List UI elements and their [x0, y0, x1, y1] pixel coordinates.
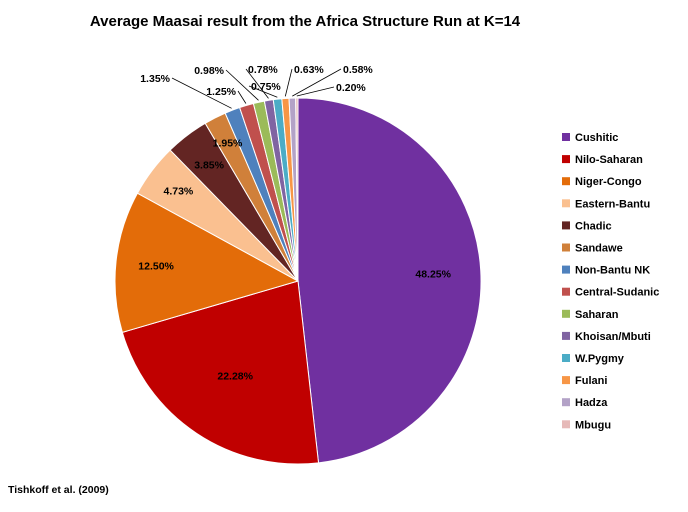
legend-swatch-fulani: [562, 376, 570, 385]
legend-swatch-saharan: [562, 309, 570, 318]
data-label-eastern-bantu: 4.73%: [164, 185, 194, 197]
legend-label-non-bantu-nk: Non-Bantu NK: [575, 265, 650, 277]
data-label-hadza: 0.58%: [343, 64, 373, 76]
legend-swatch-mbugu: [562, 420, 570, 429]
data-label-non-bantu-nk: 1.35%: [140, 73, 170, 85]
data-label-khoisan-mbuti: 0.78%: [248, 64, 278, 76]
legend-label-niger-congo: Niger-Congo: [575, 176, 642, 188]
legend-label-cushitic: Cushitic: [575, 132, 618, 144]
data-label-niger-congo: 12.50%: [138, 261, 174, 273]
legend-swatch-nilo-saharan: [562, 155, 570, 164]
data-label-mbugu: 0.20%: [336, 82, 366, 94]
leader-line-central-sudanic: [237, 90, 247, 104]
legend-label-chadic: Chadic: [575, 220, 612, 232]
legend-swatch-hadza: [562, 398, 570, 407]
legend-label-sandawe: Sandawe: [575, 243, 623, 255]
data-label-sandawe: 1.95%: [213, 137, 243, 149]
leader-line-fulani: [284, 68, 293, 97]
legend-label-hadza: Hadza: [575, 397, 608, 409]
pie-slice-mbugu: [295, 97, 299, 282]
legend-swatch-cushitic: [562, 133, 570, 141]
legend-swatch-w-pygmy: [562, 354, 570, 362]
legend-swatch-central-sudanic: [562, 287, 570, 296]
legend-label-saharan: Saharan: [575, 309, 619, 321]
data-label-saharan: 0.98%: [194, 65, 224, 77]
legend-swatch-niger-congo: [562, 177, 570, 186]
data-label-nilo-saharan: 22.28%: [217, 371, 253, 383]
data-label-cushitic: 48.25%: [415, 268, 451, 280]
data-label-central-sudanic: 1.25%: [206, 86, 236, 98]
legend-label-fulani: Fulani: [575, 375, 607, 387]
legend-label-mbugu: Mbugu: [575, 419, 611, 431]
leader-line-non-bantu-nk: [171, 77, 232, 109]
legend-swatch-chadic: [562, 221, 570, 230]
data-label-w-pygmy: 0.75%: [251, 81, 281, 93]
legend-label-eastern-bantu: Eastern-Bantu: [575, 198, 650, 210]
legend-swatch-non-bantu-nk: [562, 265, 570, 274]
leader-line-hadza: [292, 68, 342, 97]
data-label-chadic: 3.85%: [194, 160, 224, 172]
legend-swatch-sandawe: [562, 243, 570, 252]
leader-line-khoisan-mbuti: [245, 68, 269, 99]
chart-title: Average Maasai result from the Africa St…: [90, 13, 521, 30]
pie-slice-nilo-saharan: [121, 280, 320, 465]
legend-swatch-eastern-bantu: [562, 199, 570, 208]
source-citation: Tishkoff et al. (2009): [8, 484, 109, 496]
pie-slice-cushitic: [297, 97, 482, 464]
legend-label-nilo-saharan: Nilo-Saharan: [575, 154, 643, 166]
leader-line-w-pygmy: [248, 85, 278, 98]
legend-swatch-khoisan-mbuti: [562, 331, 570, 340]
data-label-fulani: 0.63%: [294, 64, 324, 76]
legend-label-khoisan-mbuti: Khoisan/Mbuti: [575, 331, 651, 343]
leader-line-mbugu: [296, 86, 335, 97]
leader-line-saharan: [225, 69, 259, 101]
legend-label-w-pygmy: W.Pygmy: [575, 353, 625, 365]
pie-slice-niger-congo: [114, 192, 300, 333]
legend-label-central-sudanic: Central-Sudanic: [575, 287, 659, 299]
